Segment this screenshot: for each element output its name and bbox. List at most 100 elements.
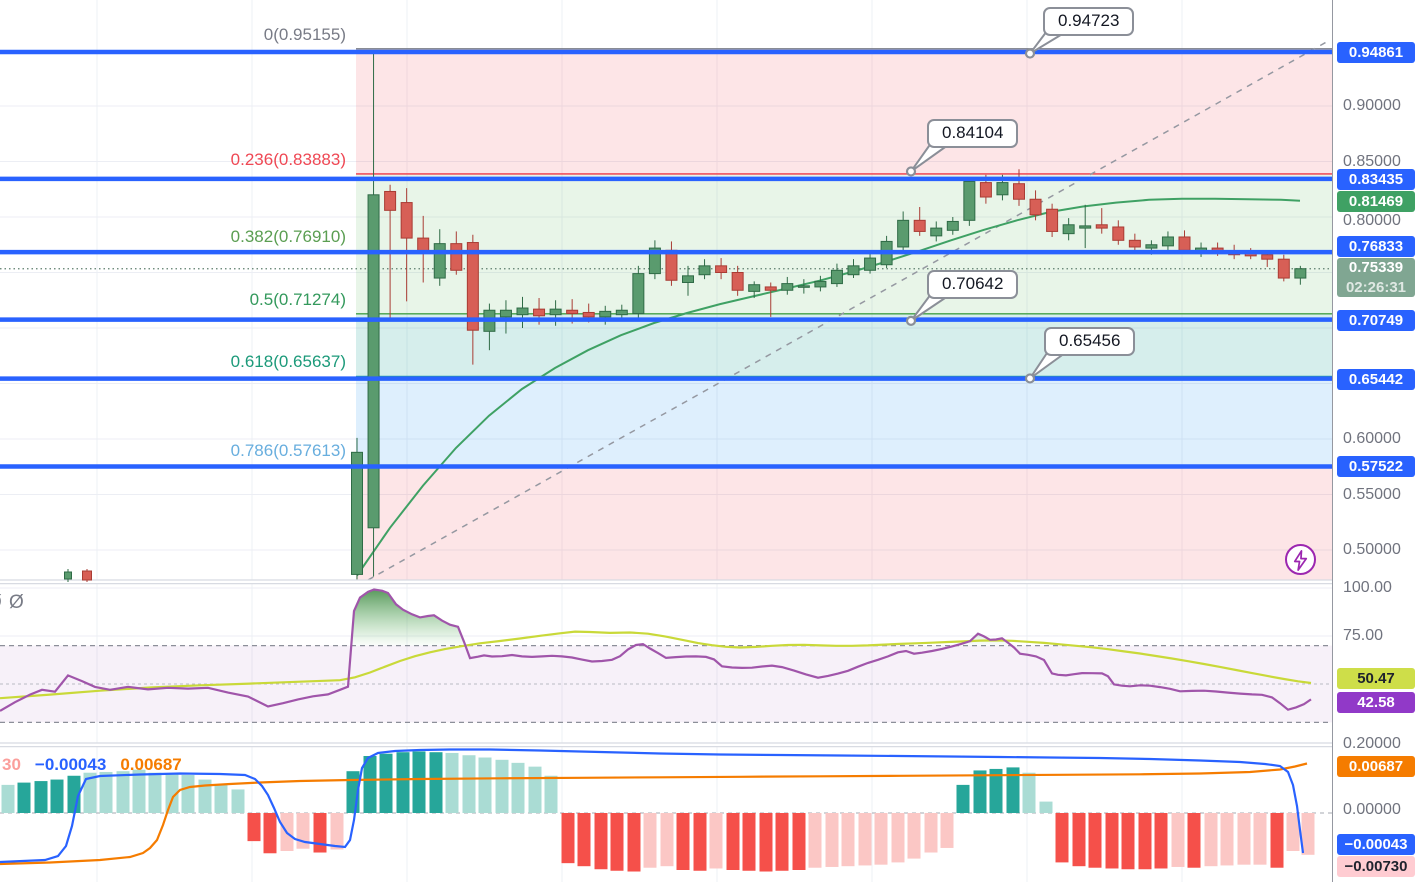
price-callout-0.94723[interactable]: 0.94723: [1043, 7, 1135, 36]
axis-badge-50.47: 50.47: [1337, 667, 1415, 689]
axis-badge-0.81469: 0.81469: [1337, 191, 1415, 212]
axis-badge-0.76833: 0.76833: [1337, 235, 1415, 257]
candle-body: [913, 219, 926, 232]
candle-body: [615, 309, 628, 316]
candle-body: [1095, 224, 1108, 229]
candle-body: [632, 273, 645, 315]
candle-countdown: 02:26:31: [1345, 279, 1407, 296]
candle-body: [1062, 224, 1075, 235]
price-callout-0.65456[interactable]: 0.65456: [1044, 327, 1136, 356]
candle-body: [930, 227, 943, 237]
axis-tick-0.80000: 0.80000: [1343, 212, 1401, 229]
current-price-badge: 0.75339 02:26:31: [1337, 258, 1415, 297]
macd-histogram-value: 30: [2, 755, 21, 774]
lightning-icon: [1293, 550, 1308, 571]
axis-tick-0.20000: 0.20000: [1343, 735, 1401, 752]
axis-tick-75.00: 75.00: [1343, 627, 1384, 644]
fib-zones[interactable]: [356, 48, 1332, 617]
rsi-pane-label-clipped: Ø: [0, 592, 2, 614]
axis-badge-0.00687: 0.00687: [1337, 755, 1415, 777]
candle-body: [433, 243, 446, 279]
down-candle-icon: [82, 569, 92, 582]
candles: [351, 52, 1307, 580]
candle-body: [963, 180, 976, 221]
candle-body: [1029, 198, 1042, 216]
candle-body: [996, 182, 1009, 196]
candle-body: [400, 202, 413, 239]
price-axis[interactable]: 0.90000 0.85000 0.80000 0.60000 0.55000 0.500…: [1332, 0, 1418, 882]
rsi-line: [0, 588, 1312, 712]
main-pane: [0, 39, 1332, 617]
candle-body: [797, 285, 810, 288]
candle-body: [946, 220, 959, 231]
up-candle-icon: [64, 569, 72, 582]
axis-tick-0.85000: 0.85000: [1343, 152, 1401, 170]
macd-signal-line: [0, 762, 1308, 866]
candle-body: [566, 309, 579, 315]
candle-body: [648, 247, 661, 275]
candle-body: [764, 286, 777, 291]
candle-body: [384, 190, 397, 211]
callout-anchor-marker: [1024, 373, 1036, 384]
candle-body: [1277, 258, 1290, 279]
rsi-pane-label: Ø: [9, 592, 24, 613]
candle-body: [864, 257, 877, 271]
rsi-overbought-fill: [351, 589, 1012, 646]
candle-body: [533, 308, 546, 317]
candle-body: [1261, 254, 1274, 260]
candle-body: [897, 219, 910, 248]
fib-label-0.236: 0.236(0.83883): [230, 149, 346, 169]
candle-body: [450, 243, 463, 271]
candle-body: [665, 249, 678, 281]
candle-body: [1178, 236, 1191, 251]
candle-body: [466, 242, 479, 331]
axis-badge-0.65442: 0.65442: [1337, 368, 1415, 390]
candle-body: [1013, 183, 1025, 200]
candle-body: [715, 265, 728, 273]
macd-line-value: −0.00043: [34, 755, 107, 774]
candle-body: [1145, 244, 1158, 249]
callout-anchor-marker: [905, 315, 917, 326]
axis-badge-0.83435: 0.83435: [1337, 168, 1415, 190]
candle-body: [1294, 268, 1307, 279]
candle-body: [1161, 236, 1174, 247]
chart-legend-mini-candles: [62, 569, 108, 587]
axis-badge-0.70749: 0.70749: [1337, 309, 1415, 331]
rsi-ma-line: [0, 630, 1312, 700]
axis-tick-0.50000: 0.50000: [1343, 541, 1401, 558]
fib-label-0.382: 0.382(0.76910): [230, 227, 346, 247]
axis-tick-100.00: 100.00: [1343, 579, 1392, 596]
fib-label-0: 0(0.95155): [263, 24, 346, 44]
axis-badge-0.57522: 0.57522: [1337, 455, 1415, 477]
price-callout-0.84104[interactable]: 0.84104: [927, 119, 1019, 148]
candle-body: [499, 309, 512, 318]
axis-badge-−0.00730: −0.00730: [1337, 855, 1415, 877]
candle-body: [847, 265, 860, 276]
candle-body: [549, 308, 562, 316]
axis-tick-0.60000: 0.60000: [1343, 430, 1401, 447]
trendline[interactable]: [367, 39, 1331, 580]
current-price-value: 0.75339: [1348, 259, 1404, 276]
price-callout-0.70642[interactable]: 0.70642: [927, 270, 1019, 299]
fib-label-0.5: 0.5(0.71274): [249, 289, 346, 309]
candle-body: [1079, 225, 1092, 229]
axis-badge-−0.00043: −0.00043: [1337, 833, 1415, 855]
axis-tick-0.00000: 0.00000: [1343, 801, 1401, 818]
fib-label-0.618: 0.618(0.65637): [230, 352, 346, 372]
candle-body: [599, 310, 612, 318]
candle-body: [698, 265, 711, 276]
alert-level-lines[interactable]: [0, 49, 1332, 469]
macd-line: [0, 748, 1305, 864]
candle-body: [1046, 208, 1059, 232]
axis-badge-0.94861: 0.94861: [1337, 41, 1415, 63]
candle-body: [781, 283, 794, 291]
candle-body: [516, 307, 529, 316]
candle-body: [1128, 239, 1141, 248]
candle-body: [582, 311, 595, 318]
quick-trade-lightning-button[interactable]: [1285, 544, 1316, 575]
macd-values-row: 30 −0.00043 0.00687: [2, 755, 196, 775]
callout-anchor-marker: [1024, 48, 1036, 59]
candle-body: [367, 194, 380, 529]
